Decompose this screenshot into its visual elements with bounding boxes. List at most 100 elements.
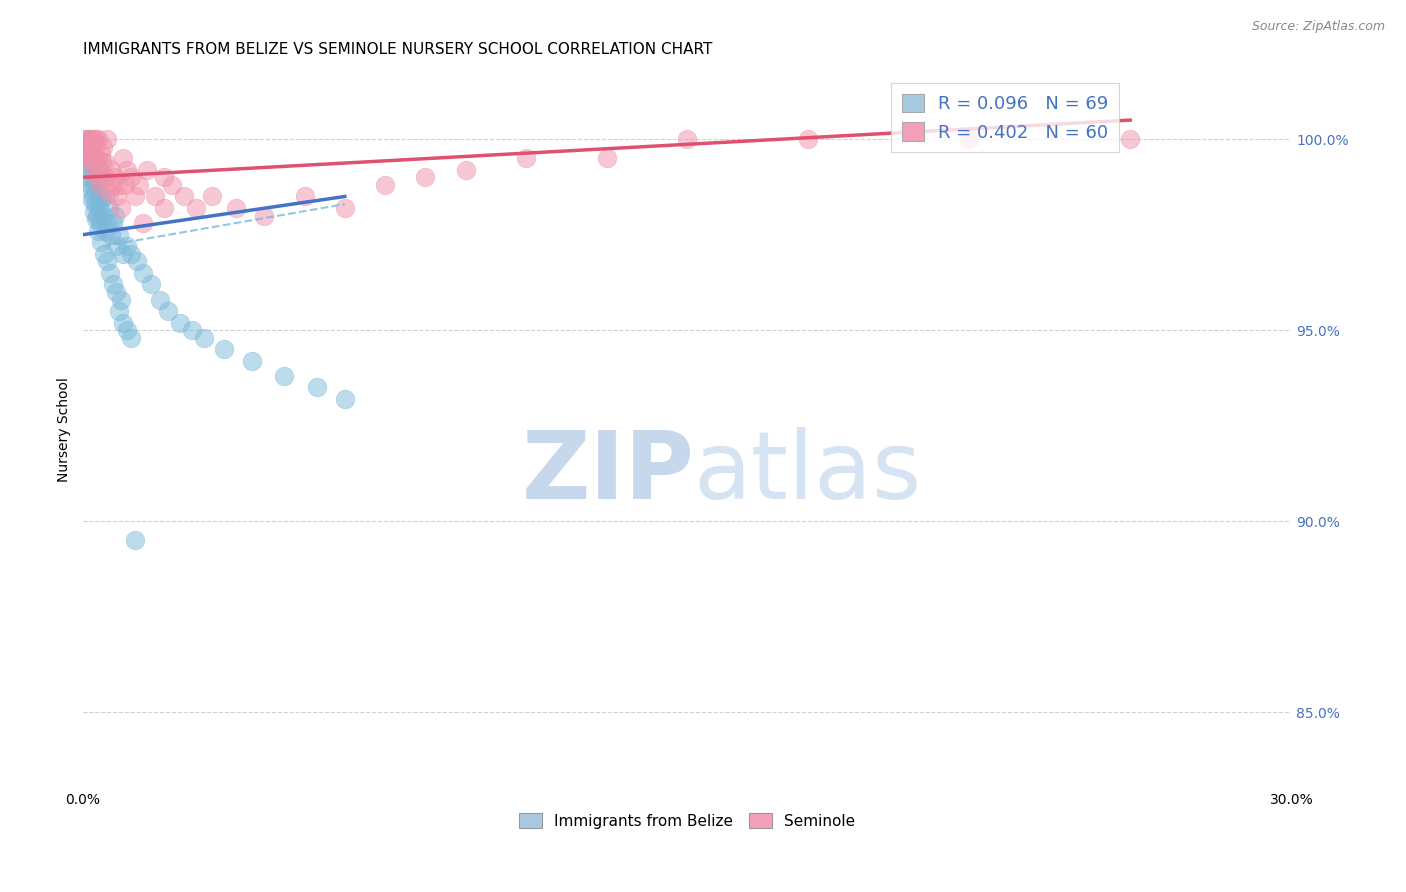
Point [374, 178, 396, 192]
Text: atlas: atlas [695, 426, 922, 518]
Point [79, 140, 101, 154]
Point [90, 147, 112, 161]
Point [98, 186, 121, 200]
Point [180, 323, 202, 337]
Point [105, 189, 128, 203]
Point [273, 369, 295, 384]
Point [77, 132, 100, 146]
Point [108, 304, 131, 318]
Point [152, 201, 174, 215]
Point [103, 277, 125, 292]
Point [114, 178, 136, 192]
Point [112, 316, 135, 330]
Point [73, 151, 96, 165]
Point [120, 331, 142, 345]
Point [75, 132, 97, 146]
Point [173, 189, 195, 203]
Point [80, 132, 103, 146]
Point [94, 189, 117, 203]
Point [90, 235, 112, 250]
Point [93, 246, 115, 260]
Point [127, 254, 149, 268]
Point [79, 140, 101, 154]
Point [86, 151, 108, 165]
Point [136, 162, 159, 177]
Point [87, 201, 110, 215]
Point [82, 170, 104, 185]
Text: Source: ZipAtlas.com: Source: ZipAtlas.com [1251, 20, 1385, 33]
Point [108, 178, 131, 192]
Point [82, 189, 104, 203]
Legend: Immigrants from Belize, Seminole: Immigrants from Belize, Seminole [513, 806, 860, 835]
Point [80, 194, 103, 208]
Y-axis label: Nursery School: Nursery School [58, 377, 72, 482]
Point [1119, 132, 1142, 146]
Point [80, 147, 103, 161]
Point [117, 162, 139, 177]
Point [76, 140, 98, 154]
Point [212, 343, 235, 357]
Point [104, 170, 127, 185]
Point [86, 170, 108, 185]
Point [83, 162, 105, 177]
Point [193, 331, 215, 345]
Point [454, 162, 477, 177]
Point [120, 170, 142, 185]
Point [91, 155, 114, 169]
Point [80, 155, 103, 169]
Point [76, 147, 98, 161]
Point [96, 216, 118, 230]
Point [160, 178, 183, 192]
Point [145, 189, 167, 203]
Point [84, 132, 107, 146]
Text: ZIP: ZIP [522, 426, 695, 518]
Point [294, 189, 316, 203]
Point [148, 293, 170, 307]
Point [94, 155, 117, 169]
Point [103, 178, 125, 192]
Text: IMMIGRANTS FROM BELIZE VS SEMINOLE NURSERY SCHOOL CORRELATION CHART: IMMIGRANTS FROM BELIZE VS SEMINOLE NURSE… [83, 42, 713, 57]
Point [76, 170, 98, 185]
Point [94, 170, 117, 185]
Point [91, 170, 114, 185]
Point [105, 239, 128, 253]
Point [84, 197, 107, 211]
Point [117, 239, 139, 253]
Point [75, 159, 97, 173]
Point [152, 170, 174, 185]
Point [89, 216, 111, 230]
Point [240, 353, 263, 368]
Point [112, 151, 135, 165]
Point [83, 162, 105, 177]
Point [333, 201, 356, 215]
Point [141, 277, 163, 292]
Point [797, 132, 820, 146]
Point [94, 224, 117, 238]
Point [79, 182, 101, 196]
Point [108, 227, 131, 242]
Point [120, 246, 142, 260]
Point [76, 140, 98, 154]
Point [98, 201, 121, 215]
Point [79, 151, 101, 165]
Point [225, 201, 247, 215]
Point [82, 151, 104, 165]
Point [86, 170, 108, 185]
Point [80, 178, 103, 192]
Point [100, 162, 122, 177]
Point [595, 151, 617, 165]
Point [80, 155, 103, 169]
Point [77, 162, 100, 177]
Point [305, 380, 328, 394]
Point [84, 140, 107, 154]
Point [87, 162, 110, 177]
Point [96, 132, 118, 146]
Point [84, 212, 107, 227]
Point [124, 533, 146, 548]
Point [515, 151, 537, 165]
Point [91, 209, 114, 223]
Point [128, 178, 150, 192]
Point [676, 132, 699, 146]
Point [110, 293, 132, 307]
Point [76, 147, 98, 161]
